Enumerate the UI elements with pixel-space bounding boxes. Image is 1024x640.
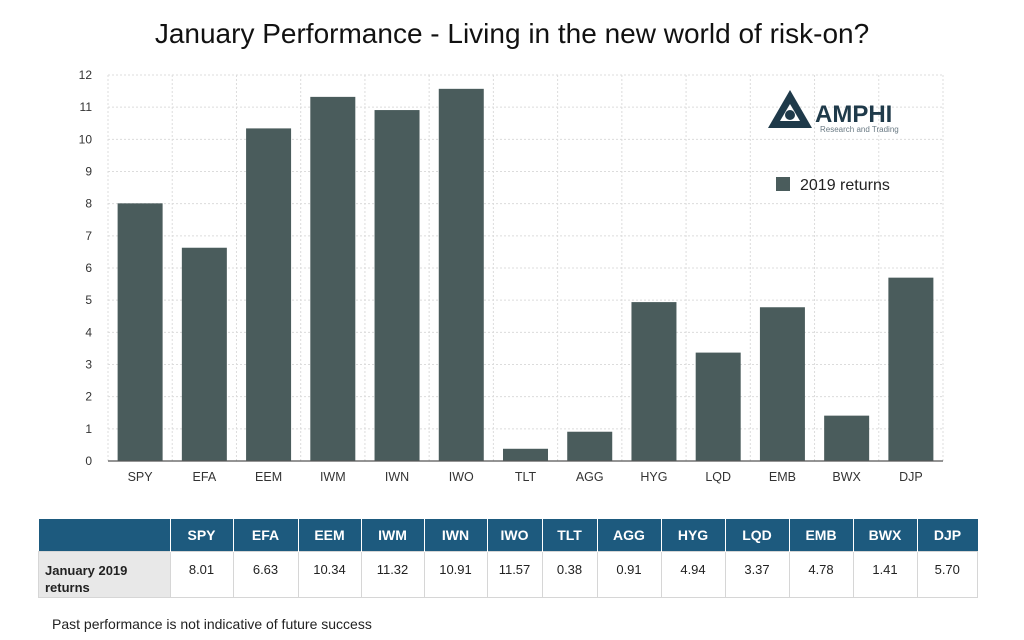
gridlines (107, 74, 944, 462)
x-tick-label: IWM (320, 470, 346, 484)
bar-djp (888, 277, 934, 461)
table-header-spy: SPY (169, 519, 233, 552)
table-header-iwn: IWN (423, 519, 487, 552)
table-header-eem: EEM (297, 519, 361, 552)
table-cell-emb: 4.78 (788, 551, 854, 598)
y-tick-label: 12 (79, 68, 93, 82)
x-tick-label: SPY (128, 470, 154, 484)
amphi-triangle-icon (768, 90, 812, 128)
table-header-lqd: LQD (724, 519, 789, 552)
legend: 2019 returns (776, 177, 890, 194)
x-tick-label: EEM (255, 470, 282, 484)
bar-hyg (631, 302, 677, 461)
legend-label: 2019 returns (800, 177, 890, 194)
y-tick-label: 4 (85, 325, 92, 339)
x-tick-label: TLT (515, 470, 537, 484)
table-cell-hyg: 4.94 (660, 551, 726, 598)
bars (117, 88, 934, 461)
table-row-label: January 2019 returns (38, 551, 171, 598)
bar-iwn (374, 110, 420, 461)
x-tick-label: EFA (193, 470, 217, 484)
table-cell-bwx: 1.41 (852, 551, 918, 598)
bar-eem (246, 128, 292, 461)
amphi-logo: AMPHI Research and Trading (768, 90, 899, 134)
y-tick-label: 5 (85, 293, 92, 307)
y-tick-label: 0 (85, 454, 92, 468)
x-tick-label: IWN (385, 470, 409, 484)
x-tick-label: EMB (769, 470, 796, 484)
bar-iwm (310, 96, 356, 461)
table-cell-tlt: 0.38 (541, 551, 598, 598)
table-cell-iwm: 11.32 (360, 551, 425, 598)
y-tick-label: 11 (80, 100, 93, 114)
x-tick-label: IWO (449, 470, 474, 484)
y-tick-label: 9 (85, 165, 92, 179)
bar-emb (759, 307, 805, 461)
y-tick-label: 8 (85, 197, 92, 211)
x-tick-label: BWX (832, 470, 861, 484)
table-header-djp: DJP (916, 519, 978, 552)
x-tick-label: DJP (899, 470, 923, 484)
bar-agg (567, 431, 613, 461)
table-cell-djp: 5.70 (916, 551, 978, 598)
logo-tagline: Research and Trading (820, 125, 899, 134)
chart-title: January Performance - Living in the new … (154, 18, 870, 49)
disclaimer: Past performance is not indicative of fu… (52, 616, 372, 632)
bar-bwx (824, 415, 870, 461)
table-header-hyg: HYG (660, 519, 725, 552)
bar-iwo (438, 88, 484, 461)
x-tick-label: HYG (640, 470, 667, 484)
bar-lqd (695, 352, 741, 461)
bar-efa (181, 247, 227, 461)
x-tick-label: AGG (576, 470, 604, 484)
table-header-efa: EFA (232, 519, 298, 552)
table-cell-eem: 10.34 (297, 551, 362, 598)
x-tick-label: LQD (705, 470, 731, 484)
table-header-agg: AGG (596, 519, 661, 552)
table-header-emb: EMB (788, 519, 853, 552)
returns-table: SPY EFA EEM IWM IWN IWO TLT AGG HYG LQD EMB BWX DJP … (38, 519, 978, 598)
logo-wordmark: AMPHI (815, 101, 892, 128)
y-tick-label: 6 (85, 261, 92, 275)
table-corner-cell (38, 519, 170, 552)
table-cell-iwo: 11.57 (486, 551, 543, 598)
table-header-iwo: IWO (486, 519, 542, 552)
legend-swatch (776, 177, 790, 191)
bar-tlt (503, 448, 548, 461)
table-cell-efa: 6.63 (232, 551, 299, 598)
table-cell-spy: 8.01 (169, 551, 234, 598)
y-tick-label: 3 (85, 358, 92, 372)
y-tick-label: 2 (85, 390, 92, 404)
bar-spy (117, 203, 163, 461)
table-row: January 2019 returns 8.01 6.63 10.34 11.32 1… (38, 551, 978, 598)
table-cell-iwn: 10.91 (423, 551, 488, 598)
y-tick-label: 1 (85, 422, 92, 436)
table-cell-lqd: 3.37 (724, 551, 790, 598)
y-tick-label: 10 (79, 132, 93, 146)
table-header-tlt: TLT (541, 519, 597, 552)
table-header-row: SPY EFA EEM IWM IWN IWO TLT AGG HYG LQD EMB BWX DJP (38, 519, 978, 552)
table-header-iwm: IWM (360, 519, 424, 552)
table-header-bwx: BWX (852, 519, 917, 552)
y-tick-label: 7 (85, 229, 92, 243)
table-cell-agg: 0.91 (596, 551, 662, 598)
